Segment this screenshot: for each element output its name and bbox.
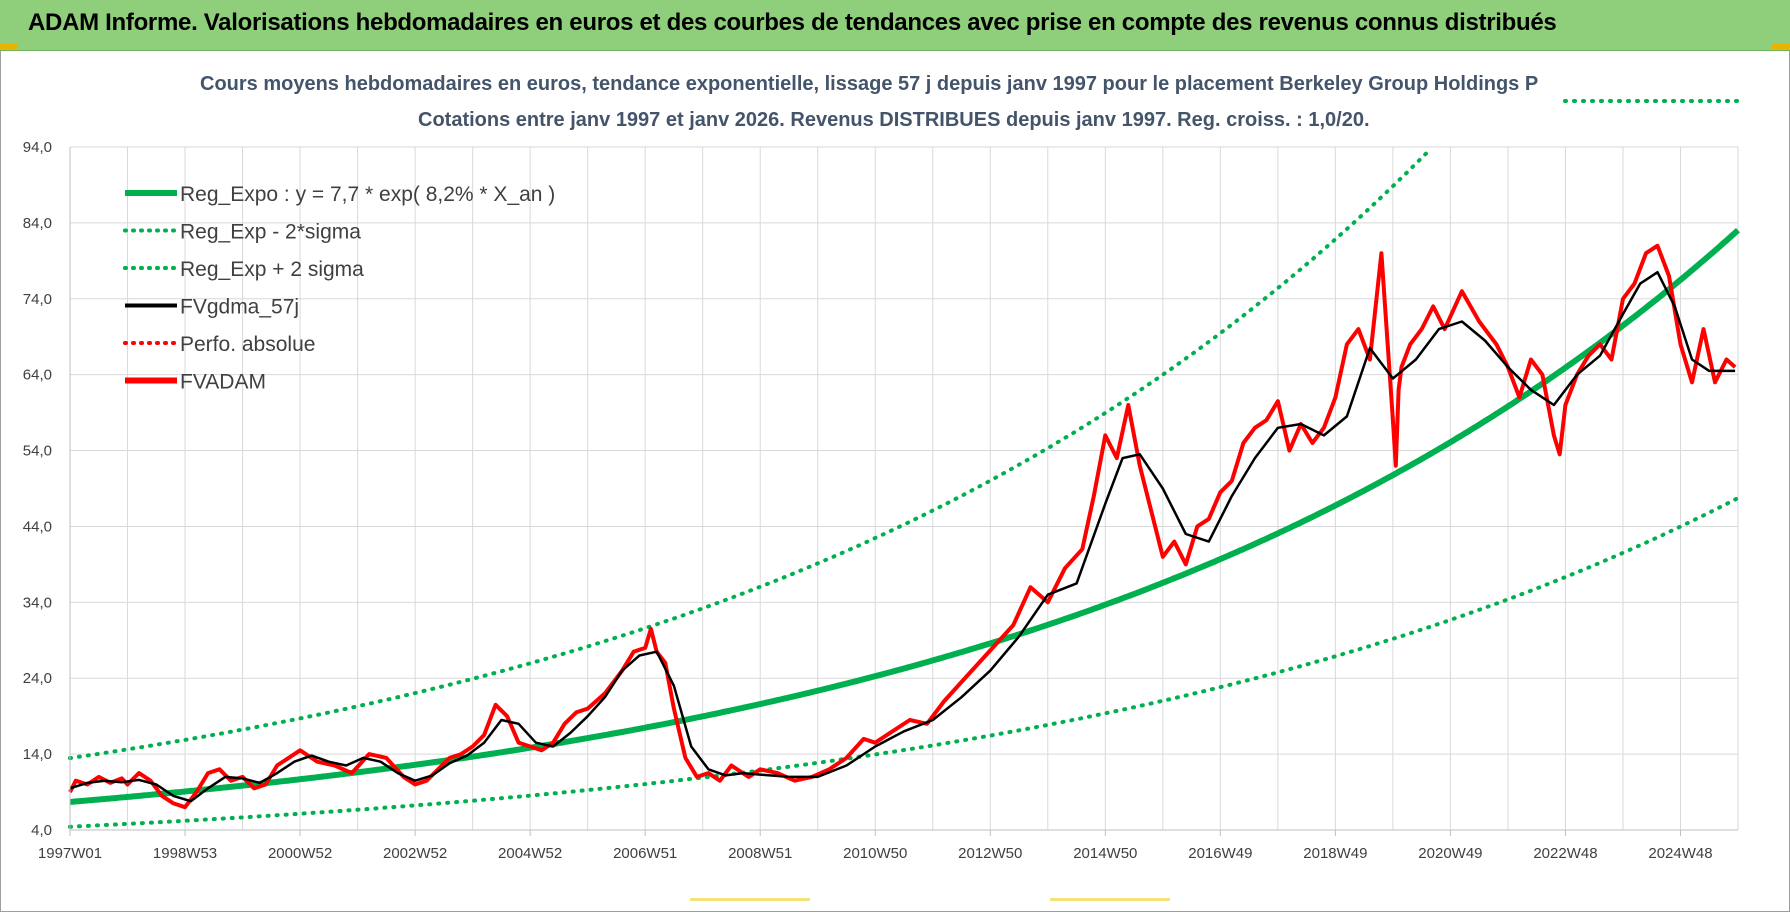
y-tick-label: 34,0	[23, 594, 52, 611]
y-tick-label: 84,0	[23, 215, 52, 232]
legend-label: FVgdma_57j	[180, 296, 299, 319]
bottom-mark-2	[1050, 898, 1170, 901]
y-tick-label: 44,0	[23, 518, 52, 535]
x-tick-label: 2016W49	[1188, 845, 1252, 862]
x-tick-label: 2024W48	[1648, 845, 1712, 862]
x-tick-label: 2000W52	[268, 845, 332, 862]
fvgdma-57j-line	[69, 270, 1736, 803]
x-tick-label: 1998W53	[153, 845, 217, 862]
x-tick-label: 2020W49	[1418, 845, 1482, 862]
x-tick-label: 2022W48	[1533, 845, 1597, 862]
report-title: ADAM Informe. Valorisations hebdomadaire…	[28, 9, 1557, 36]
x-tick-label: 1997W01	[38, 845, 102, 862]
y-tick-label: 74,0	[23, 291, 52, 308]
y-tick-label: 54,0	[23, 443, 52, 460]
legend-label: FVADAM	[180, 371, 266, 394]
x-tick-label: 2004W52	[498, 845, 562, 862]
y-tick-label: 24,0	[23, 670, 52, 687]
chart-title-line2: Cotations entre janv 1997 et janv 2026. …	[418, 109, 1370, 131]
reg-exp-minus-2sigma-line	[68, 496, 1740, 829]
x-tick-label: 2014W50	[1073, 845, 1137, 862]
x-tick-label: 2008W51	[728, 845, 792, 862]
legend-label: Reg_Exp + 2 sigma	[180, 258, 364, 281]
fvadam-line	[68, 243, 1737, 810]
grid-lines	[69, 146, 1739, 831]
legend-label: Perfo. absolue	[180, 333, 315, 356]
chart-area: Cours moyens hebdomadaires en euros, ten…	[0, 52, 1790, 912]
corner-mark-right	[1772, 44, 1790, 49]
line-chart: 4,0 14,0 24,0 34,0 44,0 54,0 64,0 74,0 84,0 94,0 1…	[23, 99, 1741, 862]
chart-title-line1: Cours moyens hebdomadaires en euros, ten…	[200, 73, 1539, 95]
x-tick-label: 2010W50	[843, 845, 907, 862]
y-tick-label: 64,0	[23, 367, 52, 384]
legend: Reg_Expo : y = 7,7 * exp( 8,2% * X_an ) R…	[123, 99, 1740, 394]
y-tick-label: 4,0	[31, 822, 52, 839]
x-tick-label: 2018W49	[1303, 845, 1367, 862]
reg-exp-plus-2sigma-line	[68, 147, 1433, 761]
x-tick-label: 2012W50	[958, 845, 1022, 862]
legend-label: Reg_Expo : y = 7,7 * exp( 8,2% * X_an )	[180, 183, 555, 206]
header-bar: ADAM Informe. Valorisations hebdomadaire…	[0, 0, 1790, 51]
axes: 4,0 14,0 24,0 34,0 44,0 54,0 64,0 74,0 84,0 94,0 1…	[23, 139, 1738, 862]
x-tick-label: 2002W52	[383, 845, 447, 862]
series-lines	[68, 147, 1741, 829]
y-tick-label: 94,0	[23, 139, 52, 156]
y-tick-label: 14,0	[23, 746, 52, 763]
legend-label: Reg_Exp - 2*sigma	[180, 221, 361, 244]
x-tick-label: 2006W51	[613, 845, 677, 862]
corner-mark-left	[0, 44, 18, 49]
bottom-mark-1	[690, 898, 810, 901]
